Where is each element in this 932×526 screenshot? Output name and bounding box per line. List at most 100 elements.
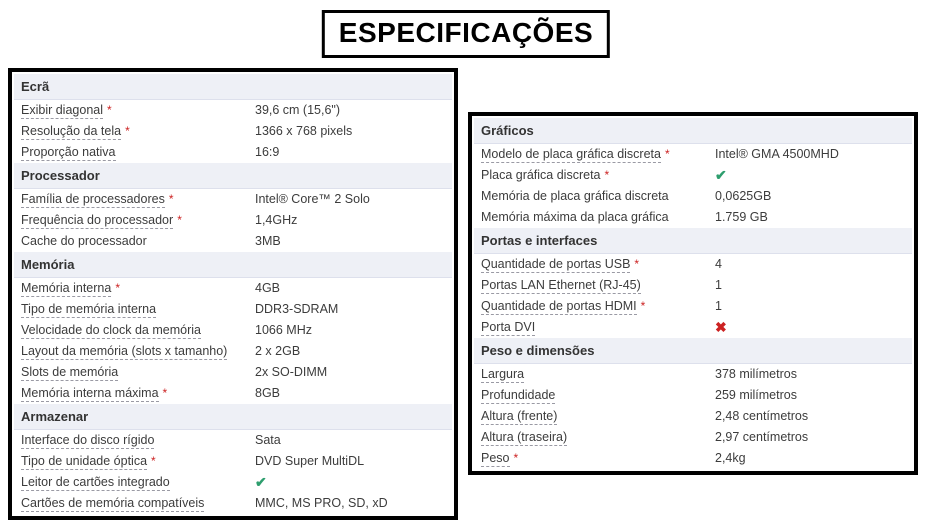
spec-label: Interface do disco rígido (21, 433, 255, 449)
spec-row: Cache do processador 3MB (14, 231, 452, 252)
required-asterisk: * (634, 257, 640, 271)
section-header-graficos: Gráficos (474, 118, 912, 144)
spec-row: Placa gráfica discreta * ✔ (474, 165, 912, 186)
spec-value: 2x SO-DIMM (255, 365, 328, 379)
spec-row: Memória máxima da placa gráfica 1.759 GB (474, 207, 912, 228)
spec-value: Intel® GMA 4500MHD (715, 147, 839, 161)
spec-label: Cartões de memória compatíveis (21, 496, 255, 512)
spec-value: 1.759 GB (715, 210, 768, 224)
required-asterisk: * (107, 103, 112, 117)
spec-row: Largura 378 milímetros (474, 364, 912, 385)
spec-label-text: Porta DVI (481, 320, 536, 336)
section-header-armazenar: Armazenar (14, 404, 452, 430)
spec-label: Layout da memória (slots x tamanho) (21, 344, 255, 360)
spec-label-text: Memória máxima da placa gráfica (481, 210, 669, 224)
spec-label: Frequência do processador * (21, 213, 255, 229)
spec-label: Placa gráfica discreta * (481, 168, 715, 183)
spec-label: Tipo de unidade óptica * (21, 454, 255, 470)
spec-row: Peso * 2,4kg (474, 448, 912, 469)
spec-label: Memória interna * (21, 281, 255, 297)
spec-value: DVD Super MultiDL (255, 454, 365, 468)
spec-label: Velocidade do clock da memória (21, 323, 255, 339)
spec-row: Resolução da tela * 1366 x 768 pixels (14, 121, 452, 142)
spec-label-text: Cartões de memória compatíveis (21, 496, 205, 512)
spec-label: Largura (481, 367, 715, 383)
section-header-portas-e-interfaces: Portas e interfaces (474, 228, 912, 254)
spec-label-text: Slots de memória (21, 365, 119, 381)
spec-label-text: Resolução da tela (21, 124, 122, 140)
section-header-processador: Processador (14, 163, 452, 189)
spec-value: MMC, MS PRO, SD, xD (255, 496, 388, 510)
spec-value: 3MB (255, 234, 281, 248)
spec-value: Intel® Core™ 2 Solo (255, 192, 370, 206)
spec-label: Memória máxima da placa gráfica (481, 210, 715, 225)
spec-label-text: Cache do processador (21, 234, 147, 248)
spec-value: 1,4GHz (255, 213, 298, 227)
spec-label: Memória de placa gráfica discreta (481, 189, 715, 204)
spec-row: Slots de memória 2x SO-DIMM (14, 362, 452, 383)
required-asterisk: * (162, 386, 168, 400)
spec-label-text: Peso (481, 451, 510, 467)
spec-row: Memória interna * 4GB (14, 278, 452, 299)
spec-value: 39,6 cm (15,6") (255, 103, 341, 117)
spec-row: Tipo de memória interna DDR3-SDRAM (14, 299, 452, 320)
spec-row: Proporção nativa 16:9 (14, 142, 452, 163)
cross-icon: ✖ (715, 319, 727, 335)
spec-value: 1 (715, 299, 722, 313)
spec-label: Exibir diagonal * (21, 103, 255, 119)
spec-value: 378 milímetros (715, 367, 797, 381)
spec-row: Cartões de memória compatíveis MMC, MS PR… (14, 493, 452, 514)
section-header-memoria: Memória (14, 252, 452, 278)
required-asterisk: * (168, 192, 174, 206)
section-header-ecra: Ecrã (14, 74, 452, 100)
spec-label: Memória interna máxima * (21, 386, 255, 402)
spec-table-right: Gráficos Modelo de placa gráfica discreta… (468, 112, 918, 475)
spec-row: Interface do disco rígido Sata (14, 430, 452, 451)
spec-label: Proporção nativa (21, 145, 255, 161)
spec-row: Altura (frente) 2,48 centímetros (474, 406, 912, 427)
spec-label: Altura (traseira) (481, 430, 715, 446)
spec-row: Modelo de placa gráfica discreta * Intel® … (474, 144, 912, 165)
spec-value: 2,4kg (715, 451, 746, 465)
spec-row: Layout da memória (slots x tamanho) 2 x 2… (14, 341, 452, 362)
spec-row: Profundidade 259 milímetros (474, 385, 912, 406)
spec-row: Família de processadores * Intel® Core™ 2 … (14, 189, 452, 210)
spec-label-text: Portas LAN Ethernet (RJ-45) (481, 278, 641, 294)
required-asterisk: * (115, 281, 120, 295)
spec-label: Quantidade de portas USB * (481, 257, 715, 273)
page-title: ESPECIFICAÇÕES (321, 10, 611, 58)
spec-value: 2 x 2GB (255, 344, 301, 358)
spec-row: Quantidade de portas USB * 4 (474, 254, 912, 275)
spec-label-text: Família de processadores (21, 192, 165, 208)
spec-row: Exibir diagonal * 39,6 cm (15,6") (14, 100, 452, 121)
spec-label: Peso * (481, 451, 715, 467)
spec-label: Resolução da tela * (21, 124, 255, 140)
spec-row: Porta DVI ✖ (474, 317, 912, 338)
spec-label-text: Tipo de unidade óptica (21, 454, 148, 470)
required-asterisk: * (604, 168, 610, 182)
spec-label-text: Velocidade do clock da memória (21, 323, 201, 339)
check-icon: ✔ (715, 167, 727, 183)
spec-value: 1366 x 768 pixels (255, 124, 353, 138)
spec-value: DDR3-SDRAM (255, 302, 339, 316)
spec-value: Sata (255, 433, 281, 447)
spec-value: 4GB (255, 281, 281, 295)
spec-label: Tipo de memória interna (21, 302, 255, 318)
spec-label-text: Layout da memória (slots x tamanho) (21, 344, 228, 360)
spec-label-text: Memória interna (21, 281, 112, 297)
spec-label-text: Interface do disco rígido (21, 433, 155, 449)
spec-label: Porta DVI (481, 320, 715, 336)
required-asterisk: * (664, 147, 670, 161)
spec-label: Slots de memória (21, 365, 255, 381)
spec-value: 1066 MHz (255, 323, 312, 337)
spec-value: 4 (715, 257, 722, 271)
spec-label: Família de processadores * (21, 192, 255, 208)
spec-row: Frequência do processador * 1,4GHz (14, 210, 452, 231)
spec-label-text: Proporção nativa (21, 145, 116, 161)
spec-label: Modelo de placa gráfica discreta * (481, 147, 715, 163)
required-asterisk: * (151, 454, 156, 468)
required-asterisk: * (513, 451, 519, 465)
spec-value: 259 milímetros (715, 388, 797, 402)
required-asterisk: * (177, 213, 182, 227)
spec-value: 1 (715, 278, 722, 292)
